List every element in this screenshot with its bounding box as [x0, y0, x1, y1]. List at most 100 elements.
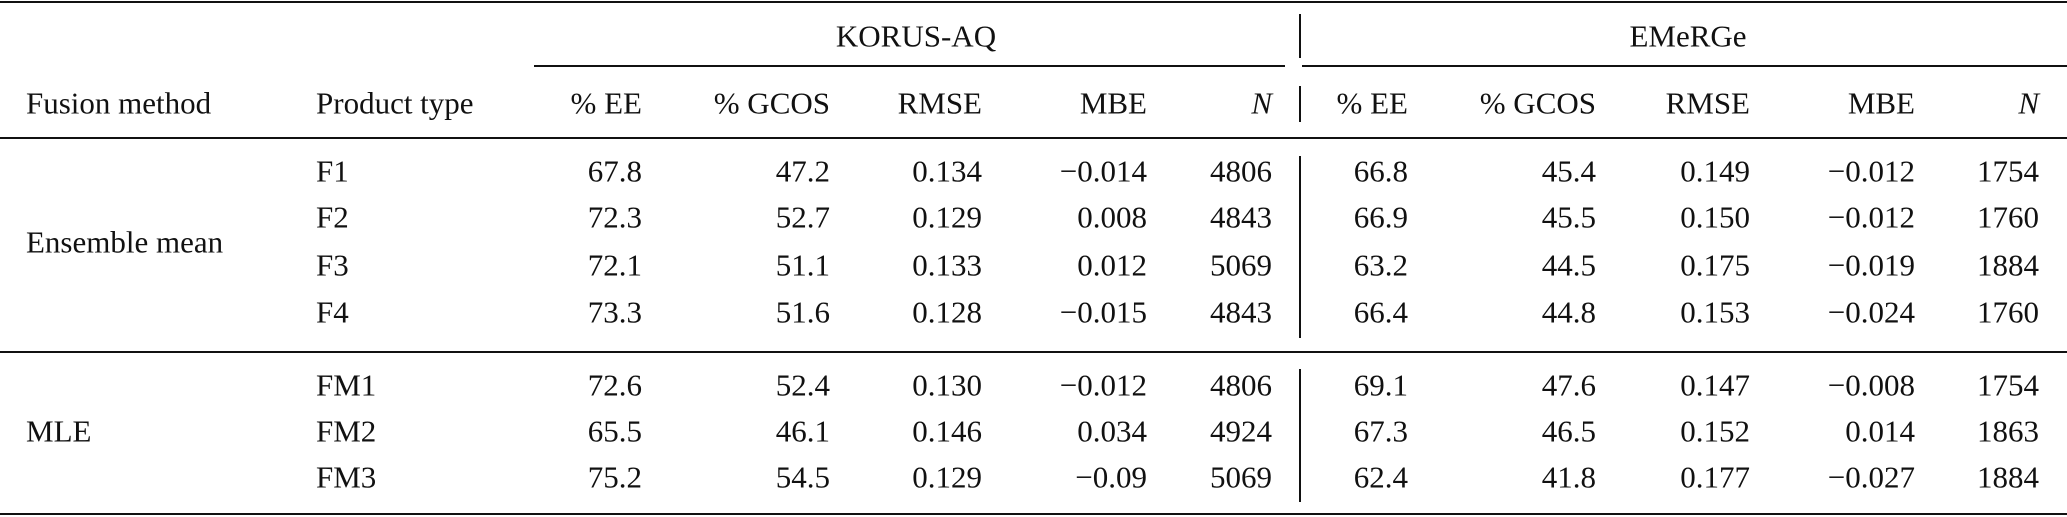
- cell-value: 52.7: [775, 199, 830, 235]
- cell-value: 1754: [1977, 153, 2039, 189]
- cell-value: 0.012: [1077, 247, 1147, 283]
- cell-value: 1884: [1977, 247, 2039, 283]
- cell-value: −0.014: [1059, 153, 1147, 189]
- cell-value: 4843: [1210, 294, 1272, 330]
- cell-value: 4843: [1210, 199, 1272, 235]
- column-header: % GCOS: [713, 85, 830, 121]
- cell-value: 1884: [1977, 459, 2039, 495]
- cell-value: 44.8: [1541, 294, 1596, 330]
- cell-value: −0.012: [1059, 367, 1147, 403]
- cell-value: 62.4: [1353, 459, 1408, 495]
- group-separator: [1299, 86, 1301, 122]
- product-type: F4: [316, 294, 349, 330]
- cell-value: 72.3: [587, 199, 642, 235]
- cell-value: 72.6: [587, 367, 642, 403]
- cell-value: 1760: [1977, 294, 2039, 330]
- cell-value: 0.129: [912, 459, 982, 495]
- product-type: FM2: [316, 413, 377, 449]
- group-rule: [534, 65, 1285, 67]
- cell-value: −0.012: [1827, 153, 1915, 189]
- cell-value: 0.146: [912, 413, 982, 449]
- cell-value: 0.129: [912, 199, 982, 235]
- group-header: EMeRGe: [1629, 18, 1747, 54]
- cell-value: 66.9: [1353, 199, 1408, 235]
- section-rule: [0, 351, 2067, 353]
- cell-value: 54.5: [775, 459, 830, 495]
- cell-value: 44.5: [1541, 247, 1596, 283]
- cell-value: 47.6: [1541, 367, 1596, 403]
- cell-value: 1754: [1977, 367, 2039, 403]
- cell-value: 0.153: [1680, 294, 1750, 330]
- cell-value: 69.1: [1353, 367, 1408, 403]
- cell-value: −0.024: [1827, 294, 1915, 330]
- cell-value: −0.015: [1059, 294, 1147, 330]
- column-header: MBE: [1079, 85, 1147, 121]
- cell-value: 66.4: [1353, 294, 1408, 330]
- cell-value: 1863: [1977, 413, 2039, 449]
- cell-value: 67.8: [587, 153, 642, 189]
- cell-value: 4806: [1210, 153, 1272, 189]
- cell-value: 66.8: [1353, 153, 1408, 189]
- cell-value: 1760: [1977, 199, 2039, 235]
- cell-value: 0.150: [1680, 199, 1750, 235]
- cell-value: 5069: [1210, 459, 1272, 495]
- cell-value: 4924: [1210, 413, 1272, 449]
- cell-value: 51.6: [775, 294, 830, 330]
- product-type: FM3: [316, 459, 377, 495]
- cell-value: 63.2: [1353, 247, 1408, 283]
- column-header: N: [1251, 85, 1272, 121]
- cell-value: 0.130: [912, 367, 982, 403]
- column-header: % EE: [1336, 85, 1408, 121]
- cell-value: 67.3: [1353, 413, 1408, 449]
- cell-value: 0.149: [1680, 153, 1750, 189]
- cell-value: 73.3: [587, 294, 642, 330]
- column-header: Product type: [316, 85, 474, 121]
- cell-value: −0.012: [1827, 199, 1915, 235]
- group-header: KORUS-AQ: [835, 18, 997, 54]
- cell-value: 45.4: [1541, 153, 1596, 189]
- bottom-rule: [0, 513, 2067, 515]
- cell-value: 0.175: [1680, 247, 1750, 283]
- top-rule: [0, 1, 2067, 3]
- group-separator: [1299, 14, 1301, 58]
- group-rule: [1302, 65, 2067, 67]
- cell-value: 75.2: [587, 459, 642, 495]
- column-header: % EE: [570, 85, 642, 121]
- cell-value: 0.147: [1680, 367, 1750, 403]
- cell-value: 4806: [1210, 367, 1272, 403]
- cell-value: −0.019: [1827, 247, 1915, 283]
- cell-value: 41.8: [1541, 459, 1596, 495]
- column-header: Fusion method: [26, 85, 212, 121]
- cell-value: 0.034: [1077, 413, 1147, 449]
- cell-value: 0.134: [912, 153, 982, 189]
- column-header: MBE: [1847, 85, 1915, 121]
- column-header: % GCOS: [1479, 85, 1596, 121]
- cell-value: −0.027: [1827, 459, 1915, 495]
- product-type: F1: [316, 153, 349, 189]
- header-rule: [0, 137, 2067, 139]
- cell-value: 46.1: [775, 413, 830, 449]
- column-header: N: [2018, 85, 2039, 121]
- cell-value: 45.5: [1541, 199, 1596, 235]
- fusion-method: MLE: [26, 413, 92, 449]
- product-type: F2: [316, 199, 349, 235]
- cell-value: 5069: [1210, 247, 1272, 283]
- cell-value: −0.09: [1075, 459, 1147, 495]
- cell-value: 52.4: [775, 367, 830, 403]
- cell-value: 46.5: [1541, 413, 1596, 449]
- cell-value: 51.1: [775, 247, 830, 283]
- cell-value: 0.133: [912, 247, 982, 283]
- group-separator: [1299, 369, 1301, 502]
- column-header: RMSE: [897, 85, 982, 121]
- cell-value: 0.008: [1077, 199, 1147, 235]
- group-separator: [1299, 156, 1301, 338]
- column-header: RMSE: [1665, 85, 1750, 121]
- cell-value: 0.014: [1845, 413, 1915, 449]
- cell-value: 47.2: [775, 153, 830, 189]
- product-type: F3: [316, 247, 349, 283]
- cell-value: 72.1: [587, 247, 642, 283]
- product-type: FM1: [316, 367, 377, 403]
- cell-value: 0.177: [1680, 459, 1750, 495]
- cell-value: 0.152: [1680, 413, 1750, 449]
